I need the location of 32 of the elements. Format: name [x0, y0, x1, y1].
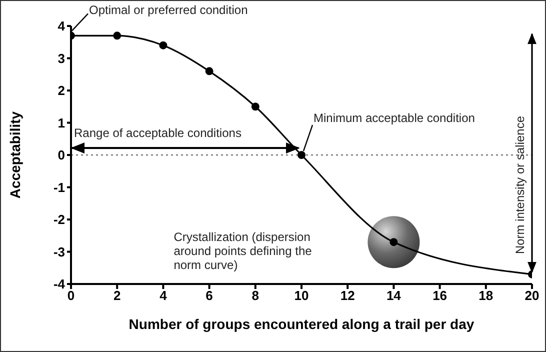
annotation: Range of acceptable conditions: [74, 126, 242, 140]
point: [298, 151, 306, 159]
y-tick-label: -4: [53, 276, 66, 292]
y-axis-title: Acceptability: [6, 111, 23, 199]
x-tick-label: 8: [252, 288, 260, 304]
point: [390, 238, 398, 246]
x-tick-label: 20: [524, 288, 540, 304]
point: [159, 41, 168, 50]
y-tick-label: 4: [58, 18, 66, 34]
annotation: Crystallization (dispersion around points defining the norm curve): [174, 230, 313, 272]
y-tick-label: -1: [53, 180, 65, 195]
point: [251, 102, 260, 111]
y-tick-label: -3: [53, 244, 65, 260]
x-tick-label: 10: [294, 288, 309, 304]
y-tick-label: 0: [58, 148, 65, 163]
x-tick-label: 6: [206, 288, 213, 304]
x-tick-label: 2: [113, 288, 121, 304]
point: [205, 67, 214, 76]
x-tick-label: 4: [160, 288, 168, 304]
x-tick-label: 14: [386, 288, 402, 304]
annotation: Minimum acceptable condition: [314, 111, 475, 125]
point: [113, 32, 122, 40]
x-axis-title: Number of groups encountered along a trail per day: [128, 316, 474, 332]
annotation: Norm intensity or salience: [513, 116, 527, 254]
x-tick-label: 12: [340, 288, 355, 304]
x-tick-label: 16: [432, 288, 448, 304]
x-tick-label: 18: [478, 288, 494, 304]
y-tick-label: 3: [58, 50, 65, 66]
y-tick-label: -2: [53, 212, 65, 228]
y-tick-label: 1: [58, 115, 65, 130]
annotation: Optimal or preferred condition: [89, 2, 248, 17]
y-tick-label: 2: [58, 83, 65, 98]
